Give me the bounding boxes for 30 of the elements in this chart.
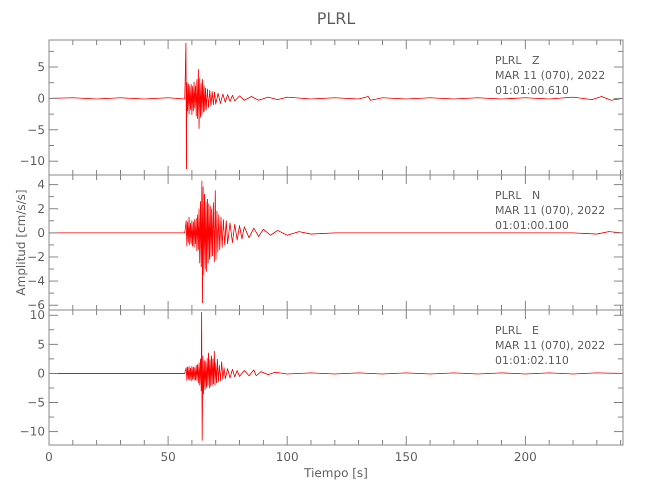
y-tick-label: −5: [27, 396, 45, 410]
annotation: MAR 11 (070), 2022: [495, 69, 606, 82]
y-tick-label: −2: [27, 250, 45, 264]
annotation: PLRL N: [495, 189, 540, 202]
y-tick-label: 0: [37, 226, 45, 240]
annotation: MAR 11 (070), 2022: [495, 204, 606, 217]
y-tick-label: 5: [37, 337, 45, 352]
annotation: PLRL E: [495, 324, 540, 337]
y-tick-label: −10: [20, 154, 45, 168]
x-tick-label: 100: [276, 450, 299, 464]
y-tick-label: 2: [37, 202, 45, 216]
annotation: 01:01:02.110: [495, 354, 569, 367]
x-tick-label: 200: [514, 450, 537, 464]
annotation: 01:01:00.610: [495, 84, 569, 97]
y-tick-label: 0: [37, 366, 45, 380]
y-tick-label: 5: [37, 60, 45, 74]
y-tick-label: 4: [37, 178, 45, 192]
y-tick-label: −4: [27, 274, 45, 288]
annotation: PLRL Z: [495, 54, 540, 67]
y-tick-label: 0: [37, 91, 45, 106]
x-axis-title: Tiempo [s]: [303, 466, 368, 480]
x-tick-label: 150: [394, 450, 418, 464]
annotation: 01:01:00.100: [495, 219, 569, 232]
y-tick-label: −10: [20, 424, 45, 439]
y-tick-label: 10: [30, 308, 45, 322]
chart-title: PLRL: [316, 9, 356, 28]
y-axis-title: Amplitud [cm/s/s]: [14, 189, 28, 296]
annotation: MAR 11 (070), 2022: [495, 339, 606, 352]
y-tick-label: −5: [27, 122, 45, 137]
x-tick-label: 50: [160, 450, 176, 464]
